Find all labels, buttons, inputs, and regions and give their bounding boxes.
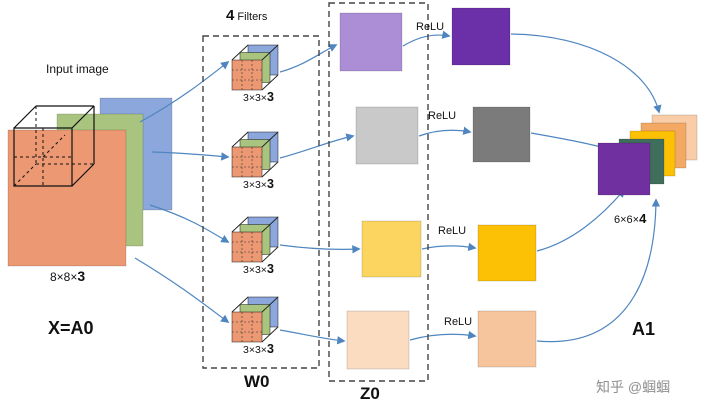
filter-cube-4 (231, 296, 279, 343)
filter4-dims-channels: 3 (267, 342, 274, 356)
a1-layer-purple (597, 142, 651, 196)
watermark: 知乎 @蝈蝈 (596, 379, 670, 395)
output-dims-prefix: 6×6× (614, 214, 639, 226)
connector-relu4-a1 (536, 198, 661, 343)
relu-label-3: ReLU (438, 225, 466, 237)
input-dims-channels: 3 (77, 268, 85, 284)
filter1-dims-prefix: 3×3× (243, 92, 267, 104)
relu-output-gray (472, 106, 531, 163)
connector-filter1-z0 (279, 44, 338, 73)
relu-arrow-4 (409, 330, 477, 341)
connector-input-filter4 (134, 257, 230, 323)
filter-cube-2 (231, 131, 279, 178)
relu-arrow-1 (402, 30, 451, 47)
filter2-dims-label: 3×3×3 (243, 177, 274, 191)
connector-filter4-z0 (279, 329, 346, 345)
filter3-dims-label: 3×3×3 (243, 262, 274, 276)
filter1-cube-edges (231, 44, 279, 91)
a1-output-stack (597, 114, 698, 196)
filter2-cube-edges (231, 131, 279, 178)
filters-count-label: 4 Filters (226, 7, 268, 24)
input-image-stack (7, 97, 173, 267)
filter-cube-3 (231, 216, 279, 263)
z0-box (328, 2, 429, 382)
output-dims-channels: 4 (639, 211, 647, 226)
filter-cube-1 (231, 44, 279, 91)
filter3-dims-channels: 3 (267, 262, 274, 276)
z0-box-label: Z0 (360, 384, 380, 403)
relu-output-gold (477, 224, 537, 282)
connector-input-filter2 (151, 151, 230, 161)
filters-count-suffix: Filters (234, 11, 268, 23)
filter2-dims-prefix: 3×3× (243, 179, 267, 191)
connector-input-filter3 (149, 204, 230, 243)
connectors (134, 30, 662, 345)
input-dims-prefix: 8×8× (50, 270, 77, 284)
filter1-channel-orange (231, 59, 263, 91)
input-cube-wireframe (13, 105, 95, 187)
output-dims-label: 6×6×4 (614, 211, 647, 226)
relu-output-purple (451, 7, 511, 66)
connector-filter2-z0 (279, 133, 355, 159)
cube-solid-edges (13, 105, 95, 187)
relu-label-1: ReLU (416, 21, 444, 33)
cube-hidden-edges (13, 106, 94, 187)
relu-arrow-3 (421, 242, 477, 251)
z0-map-yellow (361, 220, 422, 278)
filter3-dims-prefix: 3×3× (243, 264, 267, 276)
filter2-dims-channels: 3 (267, 177, 274, 191)
relu-output-peach (477, 310, 537, 368)
z0-map-peach (346, 310, 410, 370)
filter1-dims-channels: 3 (267, 90, 274, 104)
input-var-label: X=A0 (48, 318, 94, 338)
filter2-channel-orange (231, 146, 263, 178)
filter4-cube-edges (231, 296, 279, 343)
connector-relu3-a1 (536, 188, 626, 252)
connector-relu1-a1 (510, 33, 662, 114)
filters-count: 4 (226, 7, 235, 24)
connector-filter3-z0 (279, 244, 361, 254)
input-dims-label: 8×8×3 (50, 268, 85, 284)
filter4-dims-prefix: 3×3× (243, 344, 267, 356)
input-image-label: Input image (46, 62, 109, 76)
filter4-channel-orange (231, 311, 263, 343)
output-var-label: A1 (632, 319, 655, 339)
relu-arrow-2 (418, 126, 472, 137)
z0-map-gray (355, 106, 419, 165)
input-channel-orange (7, 129, 127, 267)
connector-input-filter1 (139, 60, 230, 123)
filters-box (202, 35, 320, 369)
relu-label-2: ReLU (428, 110, 456, 122)
filter3-cube-edges (231, 216, 279, 263)
filter1-dims-label: 3×3×3 (243, 90, 274, 104)
z0-map-purple (339, 12, 403, 72)
relu-label-4: ReLU (444, 316, 472, 328)
filter3-channel-orange (231, 231, 263, 263)
w0-box-label: W0 (244, 372, 270, 391)
filter4-dims-label: 3×3×3 (243, 342, 274, 356)
